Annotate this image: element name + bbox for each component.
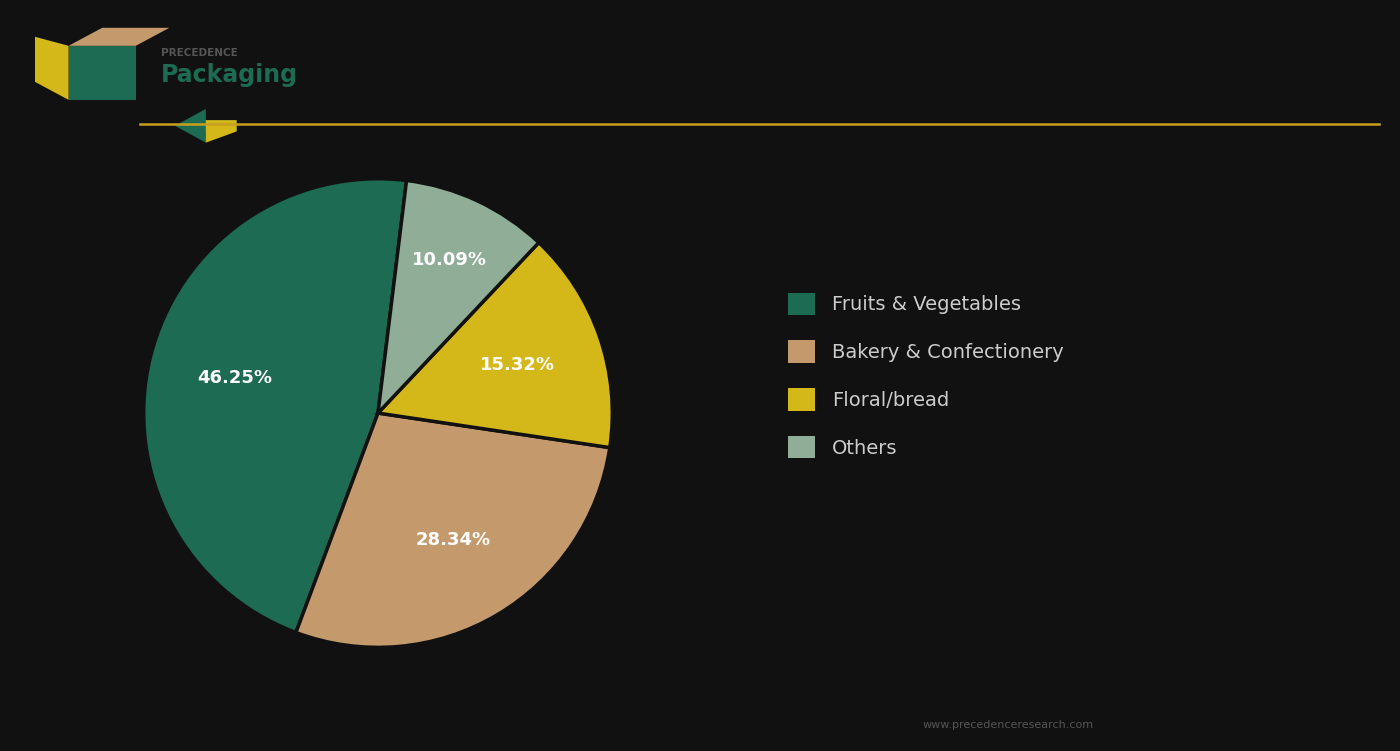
Text: Packaging: Packaging	[161, 63, 298, 87]
Text: 10.09%: 10.09%	[412, 252, 487, 270]
Text: 15.32%: 15.32%	[480, 356, 554, 374]
Polygon shape	[206, 120, 237, 143]
Polygon shape	[35, 37, 69, 100]
Wedge shape	[378, 180, 539, 413]
Legend: Fruits & Vegetables, Bakery & Confectionery, Floral/bread, Others: Fruits & Vegetables, Bakery & Confection…	[780, 285, 1072, 466]
Text: 28.34%: 28.34%	[416, 531, 490, 549]
Wedge shape	[144, 179, 406, 632]
Wedge shape	[378, 243, 612, 448]
Text: www.precedenceresearch.com: www.precedenceresearch.com	[923, 719, 1093, 730]
Text: PRECEDENCE: PRECEDENCE	[161, 47, 238, 58]
Polygon shape	[175, 109, 237, 143]
Wedge shape	[295, 413, 610, 647]
Text: 46.25%: 46.25%	[197, 369, 272, 387]
Polygon shape	[69, 46, 136, 100]
Polygon shape	[69, 28, 169, 46]
